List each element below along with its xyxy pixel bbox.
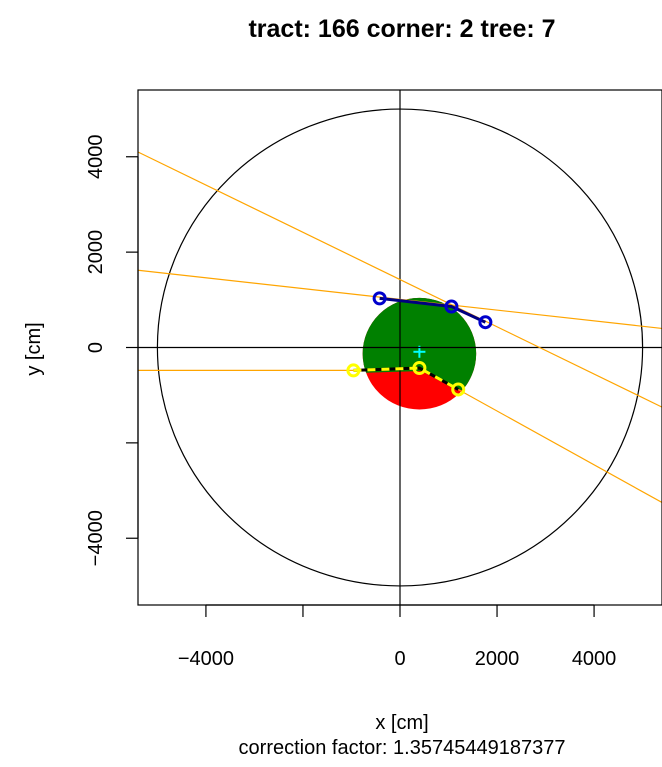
y-axis-label: y [cm] — [23, 322, 45, 375]
plot-area — [138, 90, 662, 605]
chart-subtitle: correction factor: 1.35745449187377 — [239, 737, 566, 759]
edge-line-1 — [138, 151, 662, 408]
series-1-point-1 — [372, 291, 387, 306]
x-tick-label-4: 4000 — [572, 648, 617, 670]
series-1-point-3 — [478, 315, 493, 330]
series-2-line — [353, 366, 459, 391]
series-2-point-3 — [451, 382, 466, 397]
series-2-point-2 — [412, 361, 427, 376]
y-tick-label-4: 4000 — [85, 135, 107, 180]
x-tick-label-0: −4000 — [178, 648, 234, 670]
x-axis-label: x [cm] — [375, 712, 428, 734]
y-tick-label-2: 0 — [85, 342, 107, 353]
x-tick-label-3: 2000 — [475, 648, 520, 670]
series-1-line — [379, 296, 487, 324]
chart-title: tract: 166 corner: 2 tree: 7 — [248, 15, 555, 43]
series-1-point-2 — [444, 299, 459, 314]
edge-line-4 — [457, 388, 662, 504]
y-tick-label-0: −4000 — [85, 510, 107, 566]
y-tick-label-3: 2000 — [85, 230, 107, 275]
series-2-point-1 — [346, 363, 361, 378]
x-tick-label-2: 0 — [394, 648, 405, 670]
